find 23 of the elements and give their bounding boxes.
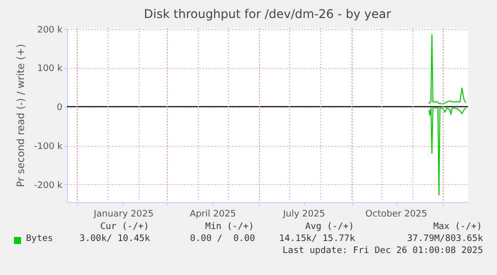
text: Max (-/+)	[433, 222, 482, 232]
text: 37.79M/803.65k	[407, 234, 483, 244]
text: Cur (-/+)	[100, 222, 149, 232]
chart-title: Disk throughput for /dev/dm-26 - by year	[144, 6, 392, 21]
y-tick-label: 0	[56, 103, 63, 114]
text: Last update: Fri Dec 26 01:00:08 2025	[282, 246, 483, 256]
text: 0.00 / 0.00	[190, 234, 255, 244]
y-tick-label: 200 k	[37, 25, 64, 36]
line-series	[428, 34, 466, 104]
text: 3.00k/ 10.45k	[80, 234, 150, 244]
x-tick-label: October 2025	[365, 210, 428, 220]
y-tick-label: -200 k	[34, 180, 64, 191]
x-tick-label: April 2025	[190, 210, 236, 220]
text: Min (-/+)	[205, 222, 254, 232]
y-axis-title: Pr second read (-) / write (+)	[16, 44, 27, 188]
x-tick-label: July 2025	[282, 210, 326, 220]
text: Avg (-/+)	[305, 222, 354, 232]
line-series	[428, 107, 466, 196]
x-tick-label: January 2025	[92, 210, 154, 220]
legend-label: Bytes	[26, 234, 54, 244]
text: 14.15k/ 15.77k	[279, 234, 355, 244]
y-tick-label: -100 k	[34, 142, 64, 152]
y-tick-label: 100 k	[37, 64, 64, 74]
